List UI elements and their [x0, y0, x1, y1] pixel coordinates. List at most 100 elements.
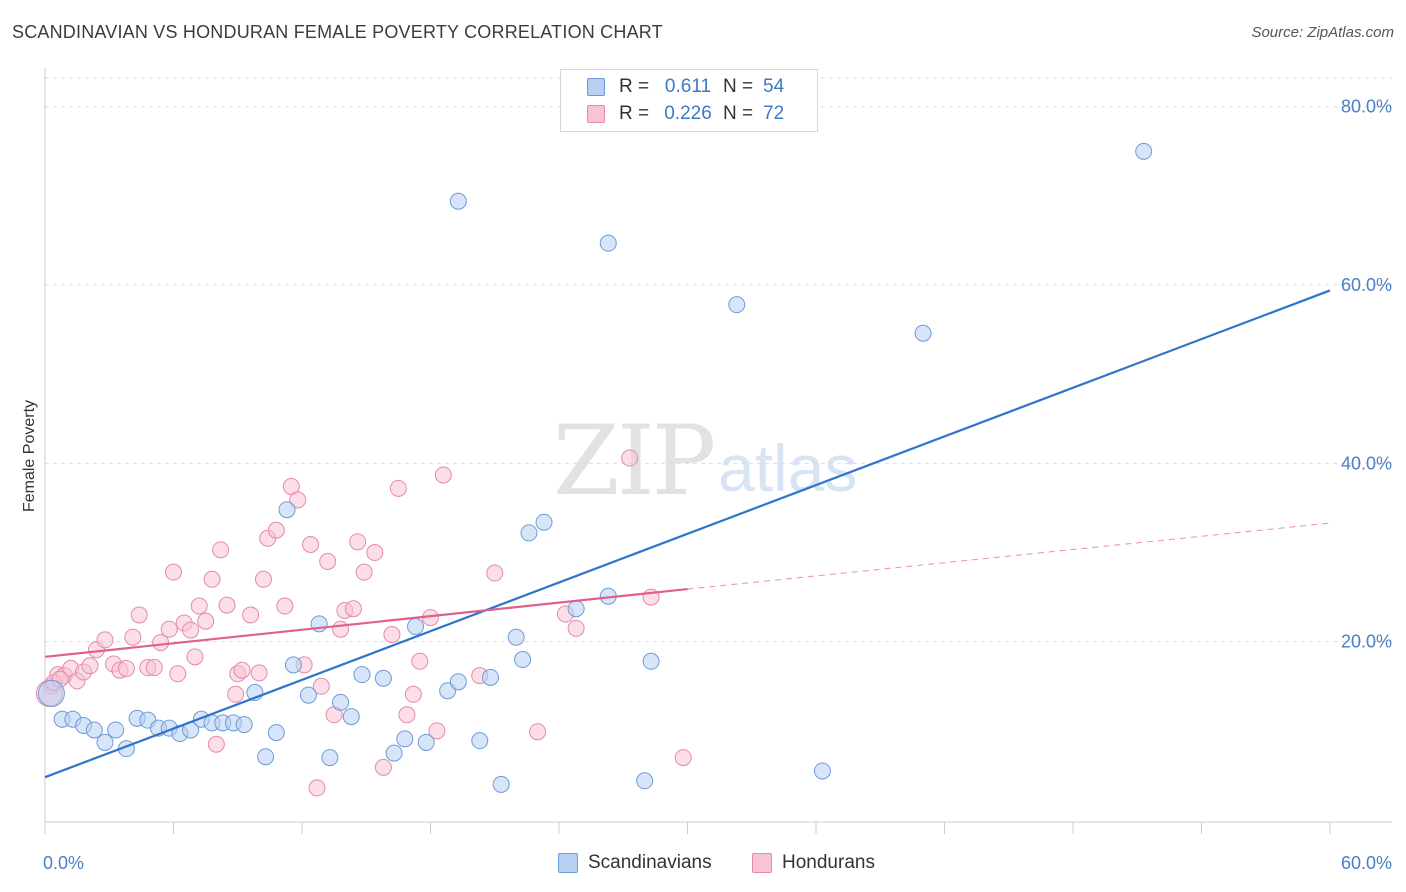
- scandinavian-point: [813, 762, 831, 780]
- legend-n-value: 54: [763, 76, 785, 97]
- honduran-point: [434, 466, 452, 484]
- honduran-point: [81, 657, 99, 675]
- scandinavian-point: [449, 192, 467, 210]
- scandinavian-point: [514, 651, 532, 669]
- grid-lines: [45, 77, 1392, 643]
- honduran-point: [332, 620, 350, 638]
- scandinavian-points: [37, 142, 1153, 793]
- scandinavian-point: [728, 296, 746, 314]
- scandinavian-point: [85, 721, 103, 739]
- y-tick-label: 20.0%: [1341, 632, 1392, 652]
- bottom-legend-hondurans: Hondurans: [752, 852, 875, 874]
- scandinavian-point: [599, 234, 617, 252]
- honduran-point: [267, 521, 285, 539]
- honduran-point: [242, 606, 260, 624]
- honduran-point: [349, 533, 367, 551]
- honduran-point: [344, 600, 362, 618]
- scandinavian-point: [257, 748, 275, 766]
- x-tick-label: 0.0%: [43, 853, 84, 873]
- honduran-point: [302, 536, 320, 554]
- honduran-point: [308, 779, 326, 797]
- honduran-point: [383, 626, 401, 644]
- scandinavian-point: [321, 749, 339, 767]
- legend-swatch-scandinavian: [587, 78, 605, 96]
- honduran-point: [145, 659, 163, 677]
- scandinavian-point: [417, 733, 435, 751]
- scandinavian-point: [96, 733, 114, 751]
- bottom-legend-label: Hondurans: [782, 852, 875, 873]
- honduran-point: [674, 749, 692, 767]
- scandinavian-point: [284, 656, 302, 674]
- honduran-point: [207, 735, 225, 753]
- legend-swatch-honduran: [587, 105, 605, 123]
- honduran-trend-line: [44, 587, 688, 658]
- honduran-point: [117, 659, 135, 677]
- legend-row-scandinavian: R = 0.611 N = 54: [587, 75, 784, 99]
- legend-row-honduran: R = 0.226 N = 72: [587, 102, 784, 126]
- honduran-point: [152, 634, 170, 652]
- honduran-point: [190, 597, 208, 615]
- scandinavian-point: [278, 501, 296, 519]
- scandinavian-point: [299, 686, 317, 704]
- honduran-point: [276, 597, 294, 615]
- scandinavian-trend-line: [44, 289, 1331, 779]
- bottom-swatch-honduran: [752, 853, 772, 873]
- scandinavian-point: [374, 669, 392, 687]
- legend-r-label: R =: [619, 103, 650, 124]
- scandinavian-point: [535, 513, 553, 531]
- y-tick-label: 80.0%: [1341, 97, 1392, 117]
- honduran-point: [621, 449, 639, 467]
- scandinavian-point: [642, 652, 660, 670]
- honduran-point: [428, 722, 446, 740]
- scandinavian-point: [492, 775, 510, 793]
- honduran-point: [289, 491, 307, 509]
- scandinavian-point: [107, 721, 125, 739]
- honduran-point: [404, 685, 422, 703]
- chart-title: SCANDINAVIAN VS HONDURAN FEMALE POVERTY …: [12, 22, 663, 42]
- honduran-point: [319, 552, 337, 570]
- honduran-point: [227, 685, 245, 703]
- legend-n-label: N =: [723, 76, 754, 97]
- honduran-point: [486, 564, 504, 582]
- honduran-point: [203, 570, 221, 588]
- honduran-point: [312, 677, 330, 695]
- scandinavian-point: [914, 324, 932, 342]
- honduran-point: [254, 570, 272, 588]
- scandinavian-point: [235, 716, 253, 734]
- honduran-point: [130, 606, 148, 624]
- scandinavian-point: [567, 600, 585, 618]
- y-tick-label: 40.0%: [1341, 453, 1392, 473]
- source-credit: Source: ZipAtlas.com: [1251, 24, 1394, 41]
- bottom-legend-label: Scandinavians: [588, 852, 712, 873]
- honduran-point: [411, 652, 429, 670]
- scandinavian-point: [385, 744, 403, 762]
- legend-r-value: 0.611: [664, 76, 712, 97]
- scandinavian-point: [267, 724, 285, 742]
- bottom-swatch-scandinavian: [558, 853, 578, 873]
- legend: R = 0.611 N = 54 R = 0.226 N = 72: [560, 69, 818, 132]
- honduran-point: [374, 758, 392, 776]
- bottom-legend-scandinavians: Scandinavians: [558, 852, 712, 874]
- bottom-legend: Scandinavians Hondurans: [0, 852, 1406, 876]
- scandinavian-point: [1135, 142, 1153, 160]
- honduran-point: [529, 723, 547, 741]
- honduran-point: [567, 619, 585, 637]
- honduran-point: [96, 631, 114, 649]
- tick-labels: 20.0% 40.0% 60.0% 80.0% 0.0% 60.0%: [43, 97, 1392, 873]
- honduran-point: [124, 628, 142, 646]
- legend-r-label: R =: [619, 76, 650, 97]
- honduran-trend-line: [687, 522, 1331, 590]
- scandinavian-point: [520, 524, 538, 542]
- legend-r-value: 0.226: [664, 103, 712, 124]
- honduran-point: [186, 648, 204, 666]
- scandinavian-point: [636, 772, 654, 790]
- scandinavian-point: [507, 628, 525, 646]
- scandinavian-point: [332, 693, 350, 711]
- scandinavian-point: [396, 730, 414, 748]
- scandinavian-point: [353, 666, 371, 684]
- scandinavian-point: [449, 673, 467, 691]
- legend-n-label: N =: [723, 103, 754, 124]
- honduran-point: [398, 706, 416, 724]
- honduran-point: [169, 665, 187, 683]
